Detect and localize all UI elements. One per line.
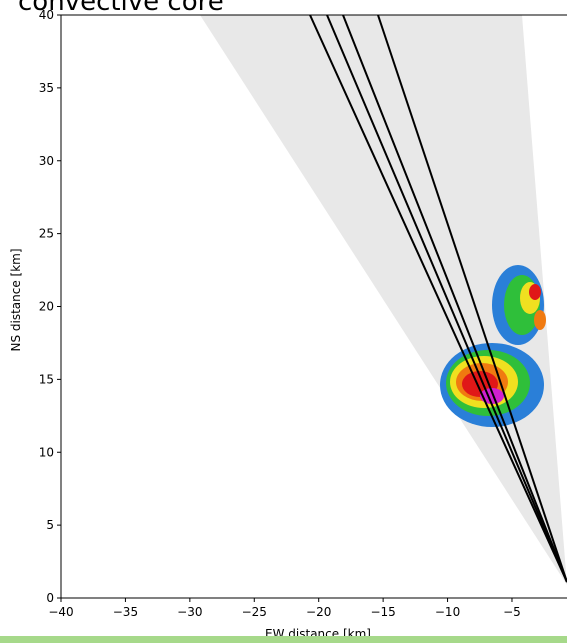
x-tick-label: −35	[113, 605, 138, 619]
x-tick-label: −30	[177, 605, 202, 619]
x-tick-label: −5	[503, 605, 521, 619]
y-tick-label: 20	[39, 300, 54, 314]
y-axis-title: NS distance [km]	[9, 248, 23, 351]
plot-area	[200, 15, 567, 585]
echo	[534, 310, 546, 330]
scan-line	[342, 15, 567, 583]
scan-line	[309, 15, 567, 583]
y-tick-label: 30	[39, 154, 54, 168]
bottom-bar	[0, 636, 567, 643]
radar-echoes	[440, 265, 546, 427]
scan-line	[326, 15, 567, 583]
y-tick-label: 15	[39, 372, 54, 386]
x-tick-label: −25	[242, 605, 267, 619]
x-tick-label: −40	[48, 605, 73, 619]
x-tick-label: −20	[306, 605, 331, 619]
y-tick-label: 35	[39, 81, 54, 95]
x-tick-label: −10	[435, 605, 460, 619]
scan-sector	[200, 15, 567, 585]
y-tick-label: 25	[39, 227, 54, 241]
y-tick-label: 0	[46, 591, 54, 605]
x-tick-label: −15	[370, 605, 395, 619]
chart-title: convective core	[18, 0, 224, 17]
echo	[529, 284, 541, 300]
y-tick-label: 40	[39, 8, 54, 22]
scan-line	[377, 15, 567, 583]
y-tick-label: 10	[39, 445, 54, 459]
scan-lines	[309, 15, 567, 583]
y-tick-label: 5	[46, 518, 54, 532]
